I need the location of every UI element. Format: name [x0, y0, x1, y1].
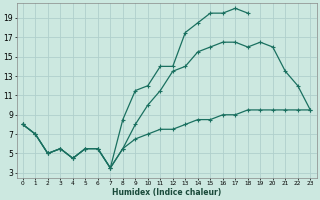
X-axis label: Humidex (Indice chaleur): Humidex (Indice chaleur) — [112, 188, 221, 197]
